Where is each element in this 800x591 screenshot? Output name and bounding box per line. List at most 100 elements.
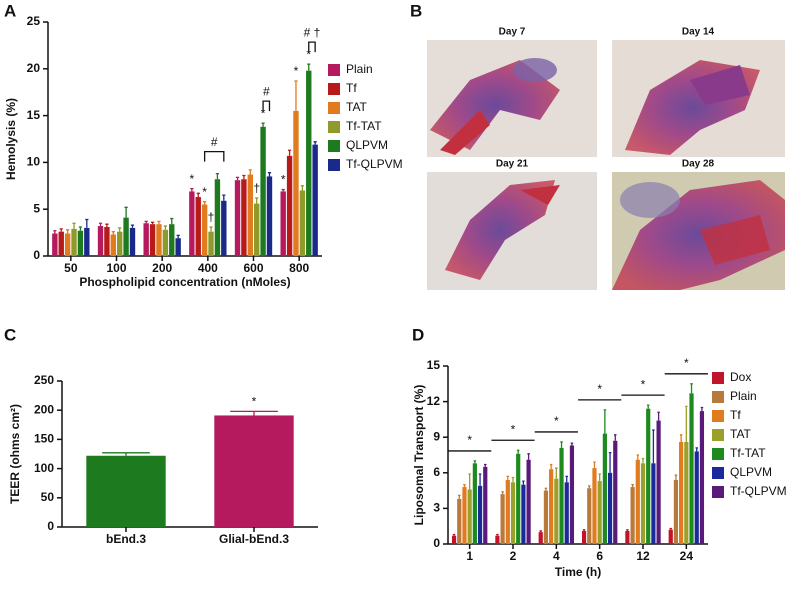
bar (673, 479, 679, 544)
bar (625, 530, 630, 544)
legend-swatch (328, 159, 340, 171)
bar (543, 490, 549, 544)
error-bar (506, 475, 510, 480)
error-bar (570, 442, 574, 446)
error-bar (636, 454, 640, 460)
bar (635, 459, 640, 544)
error-bar (560, 441, 563, 448)
y-tick-label: 50 (41, 490, 55, 504)
bar (143, 223, 149, 256)
annotation: * (281, 173, 286, 187)
error-bar (124, 206, 128, 218)
error-bar (59, 228, 63, 232)
error-bar (287, 149, 292, 156)
error-bar (511, 476, 515, 483)
error-bar (555, 467, 558, 479)
bar (526, 459, 531, 544)
bar (260, 126, 266, 256)
error-bar (690, 383, 693, 394)
legend-label: TAT (730, 427, 752, 441)
legend-swatch (712, 429, 724, 441)
error-bar (150, 221, 155, 225)
bar (156, 224, 162, 256)
bar (521, 484, 526, 544)
error-bar (209, 226, 213, 232)
legend-label: TAT (346, 100, 368, 114)
bar (241, 179, 247, 256)
x-tick-label: 600 (243, 261, 263, 275)
legend-label: QLPVM (346, 138, 388, 152)
legend-label: Tf-QLPVM (730, 484, 787, 498)
bar (208, 231, 214, 256)
error-bar (261, 122, 265, 127)
y-tick-label: 0 (33, 248, 40, 262)
bar (684, 441, 689, 544)
error-bar (102, 452, 150, 456)
legend-label: QLPVM (730, 465, 772, 479)
image-caption: Day 21 (496, 159, 529, 170)
error-bar (679, 434, 683, 442)
bar (549, 469, 554, 544)
bar (613, 440, 618, 544)
bar (221, 200, 227, 256)
bar (630, 487, 635, 544)
legend-swatch (328, 83, 340, 95)
bracket (203, 150, 225, 162)
error-bar (72, 222, 76, 229)
x-tick-label: 4 (553, 549, 560, 563)
micrograph (612, 172, 785, 290)
bar (169, 224, 175, 256)
bar (110, 234, 116, 256)
y-tick-label: 9 (433, 429, 440, 443)
bar (477, 485, 483, 544)
x-tick-label: 200 (152, 261, 172, 275)
image-caption: Day 7 (499, 27, 526, 38)
y-axis-label: Liposomal Transport (%) (412, 385, 426, 526)
legend-label: Tf (346, 81, 357, 95)
bracket-label: * (684, 356, 689, 370)
bar (149, 224, 156, 256)
bar (472, 463, 477, 544)
bar (71, 228, 77, 256)
bar (668, 529, 673, 544)
annotation: † (253, 181, 260, 195)
error-bar (222, 194, 226, 201)
bar (581, 530, 587, 544)
bar (699, 411, 705, 544)
y-tick-label: 250 (34, 373, 54, 387)
legend-label: Plain (346, 62, 373, 76)
bar (117, 231, 123, 256)
y-tick-label: 150 (34, 432, 54, 446)
error-bar (190, 187, 194, 192)
bar (201, 204, 208, 256)
error-bar (313, 141, 317, 145)
error-bar (255, 197, 259, 204)
bracket-label: * (597, 382, 602, 396)
x-tick-label: 800 (289, 261, 309, 275)
bar (64, 233, 71, 256)
bar (104, 226, 110, 256)
error-bar (66, 229, 70, 234)
bar (84, 227, 90, 256)
bar (462, 487, 467, 544)
error-bar (235, 176, 240, 181)
error-bar (98, 222, 103, 227)
bar (266, 176, 273, 256)
x-tick-label: 2 (510, 549, 517, 563)
error-bar (516, 449, 520, 454)
legend-swatch (328, 121, 340, 133)
error-bar (242, 174, 246, 180)
error-bar (281, 188, 285, 192)
error-bar (565, 475, 568, 483)
error-bar (501, 491, 504, 495)
y-tick-label: 10 (27, 155, 41, 169)
y-tick-label: 15 (27, 108, 41, 122)
legend-swatch (712, 410, 724, 422)
bar (495, 535, 500, 544)
error-bar (248, 169, 252, 175)
bracket-label: # (263, 84, 270, 98)
bar (656, 420, 661, 544)
error-bar (522, 480, 525, 485)
y-tick-label: 0 (433, 536, 440, 550)
bracket-label: * (641, 377, 646, 391)
